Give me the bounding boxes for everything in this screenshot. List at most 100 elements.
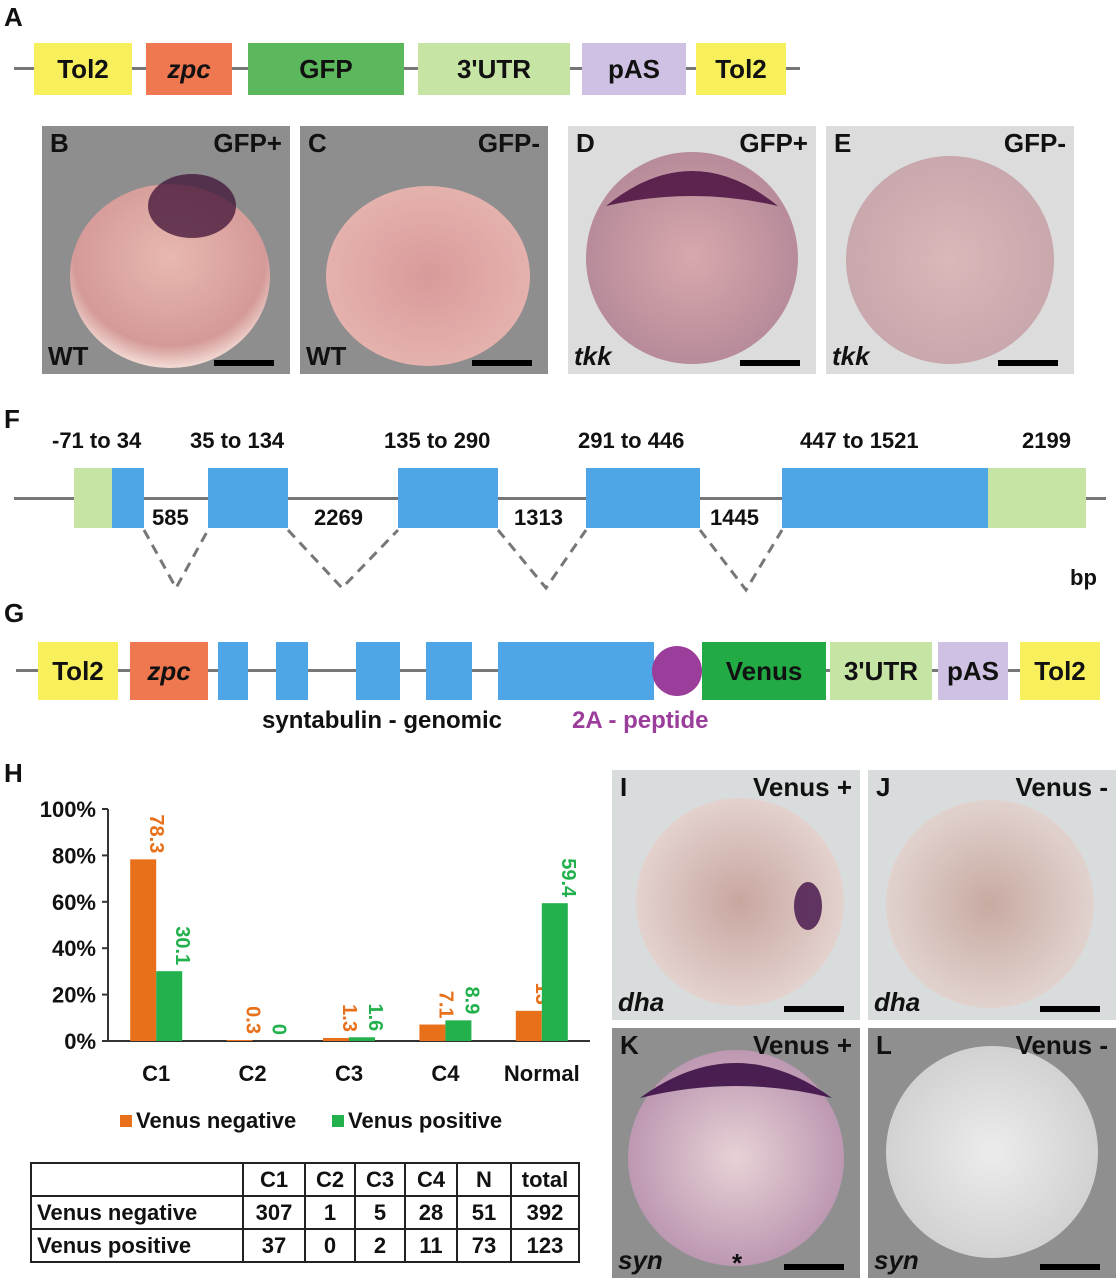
bar-positive-c4 <box>445 1020 472 1041</box>
utr-length: 2199 <box>1022 428 1071 453</box>
table-cell: 28 <box>404 1195 458 1230</box>
construct-a-backbone <box>14 67 800 70</box>
data-label: 78.3 <box>145 814 167 853</box>
construct-g-exon-3 <box>356 642 400 700</box>
construct-g-3utr: 3'UTR <box>830 642 932 700</box>
tag-i: Venus + <box>753 772 852 802</box>
panel-label-j: J <box>876 772 891 802</box>
construct-a-tol2-right: Tol2 <box>696 43 786 95</box>
table-cell: 2 <box>354 1228 406 1263</box>
bar-negative-c2 <box>226 1040 253 1041</box>
scale-bar-b <box>214 360 274 366</box>
legend-swatch-negative <box>120 1115 132 1127</box>
intron-length-3: 1313 <box>514 505 563 530</box>
table-cell: 1 <box>304 1195 356 1230</box>
table-cell: 307 <box>242 1195 306 1230</box>
asterisk-marker: * <box>732 1248 743 1278</box>
panel-label-i: I <box>620 772 628 802</box>
data-label: 59.4 <box>557 858 579 898</box>
genotype-e: tkk <box>832 341 870 371</box>
table-cell: 51 <box>456 1195 512 1230</box>
construct-g-venus: Venus <box>702 642 826 700</box>
bar-negative-normal <box>515 1010 542 1041</box>
construct-a-zpc: zpc <box>146 43 232 95</box>
panel-label-c: C <box>308 128 327 158</box>
table-header-cell: C2 <box>304 1162 356 1197</box>
embryo-b <box>70 174 270 368</box>
tag-j: Venus - <box>1015 772 1108 802</box>
tag-e: GFP- <box>1003 128 1066 158</box>
exon-5 <box>782 468 988 528</box>
intron-length-1: 585 <box>152 505 189 530</box>
x-tick-label: C4 <box>431 1061 460 1086</box>
data-label: 8.9 <box>460 987 482 1015</box>
construct-g-tol2-right: Tol2 <box>1020 642 1100 700</box>
construct-g-2a-peptide <box>652 646 702 696</box>
panel-label-b: B <box>50 128 69 158</box>
photo-l: L Venus - syn <box>868 1028 1116 1278</box>
construct-g-exon-5 <box>498 642 654 700</box>
peptide-label: 2A - peptide <box>572 707 709 734</box>
table-row: Venus negative 307 1 5 28 51 392 <box>30 1195 580 1230</box>
table-header-cell: C1 <box>242 1162 306 1197</box>
x-tick-label: Normal <box>504 1061 580 1086</box>
embryo-e <box>846 156 1054 364</box>
scale-bar-i <box>784 1006 844 1012</box>
panel-label-f: F <box>4 404 20 434</box>
bar-positive-normal <box>541 903 568 1041</box>
y-tick-label: 80% <box>52 843 96 868</box>
counts-table: C1 C2 C3 C4 N total Venus negative 307 1… <box>30 1162 580 1263</box>
construct-a-gfp: GFP <box>248 43 404 95</box>
data-label: 0.3 <box>242 1006 264 1034</box>
y-tick-label: 20% <box>52 983 96 1008</box>
table-row-header: Venus negative <box>30 1195 244 1230</box>
table-cell: 11 <box>404 1228 458 1263</box>
table-cell: 37 <box>242 1228 306 1263</box>
table-header-cell: C3 <box>354 1162 406 1197</box>
y-tick-label: 100% <box>40 797 96 822</box>
intron-length-2: 2269 <box>314 505 363 530</box>
construct-a-tol2-left: Tol2 <box>34 43 132 95</box>
scale-bar-c <box>472 360 532 366</box>
panel-label-h: H <box>4 758 23 788</box>
y-tick-label: 60% <box>52 890 96 915</box>
genotype-b: WT <box>48 341 89 371</box>
exon-range-3: 135 to 290 <box>384 428 491 453</box>
data-label: 0 <box>268 1024 290 1035</box>
data-label: 7.1 <box>434 991 456 1019</box>
exon-range-2: 35 to 134 <box>190 428 285 453</box>
panel-label-a: A <box>4 2 23 32</box>
bp-unit: bp <box>1070 565 1097 590</box>
scale-bar-k <box>784 1264 844 1270</box>
exon-1 <box>112 468 144 528</box>
exon-4 <box>586 468 700 528</box>
table-cell: 0 <box>304 1228 356 1263</box>
legend-label-positive: Venus positive <box>348 1108 503 1133</box>
construct-a-pas: pAS <box>582 43 686 95</box>
exon-2 <box>208 468 288 528</box>
construct-a-3utr: 3'UTR <box>418 43 570 95</box>
embryo-l <box>886 1046 1098 1258</box>
exon-range-5: 447 to 1521 <box>800 428 919 453</box>
table-row-header: Venus positive <box>30 1228 244 1263</box>
bar-positive-c1 <box>156 971 183 1041</box>
utr-3prime <box>988 468 1086 528</box>
table-cell: 73 <box>456 1228 512 1263</box>
exon-range-4: 291 to 446 <box>578 428 685 453</box>
table-cell: 392 <box>510 1195 580 1230</box>
y-tick-label: 40% <box>52 936 96 961</box>
genotype-k: syn <box>618 1245 663 1275</box>
gene-backbone <box>14 497 1106 500</box>
data-label: 1.3 <box>338 1004 360 1032</box>
table-row: Venus positive 37 0 2 11 73 123 <box>30 1228 580 1263</box>
photo-b: B GFP+ WT <box>42 126 290 374</box>
tag-c: GFP- <box>477 128 540 158</box>
panel-label-k: K <box>620 1030 639 1060</box>
scale-bar-d <box>740 360 800 366</box>
genotype-c: WT <box>306 341 347 371</box>
table-header-cell: C4 <box>404 1162 458 1197</box>
construct-g-pas: pAS <box>938 642 1008 700</box>
x-tick-label: C2 <box>239 1061 267 1086</box>
data-label: 30.1 <box>171 926 193 965</box>
embryo-k <box>628 1050 844 1266</box>
